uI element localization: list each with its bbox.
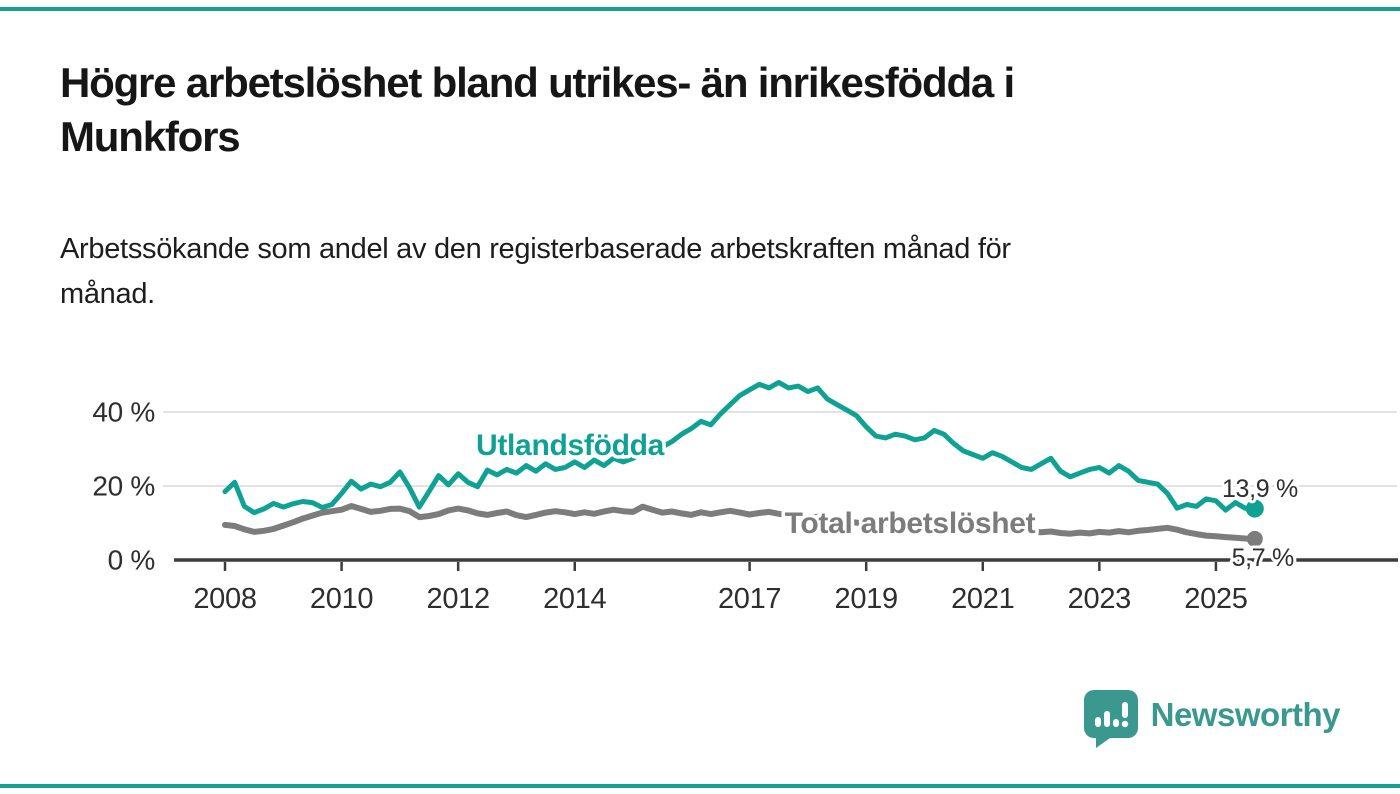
line-total-arbetsloshet: [222, 503, 1258, 542]
series-end-dots: [1245, 499, 1264, 547]
y-tick-label: 0 %: [108, 545, 155, 576]
end-value-label-utlandsfodda: 13,9 %: [1222, 475, 1298, 503]
line-utlandsfodda: [222, 379, 1258, 516]
x-tick-label: 2010: [310, 583, 373, 615]
bottom-accent-line: [0, 784, 1400, 788]
x-tick-label: 2017: [718, 583, 781, 615]
newsworthy-logo: Newsworthy: [1083, 690, 1341, 748]
y-tick-label: 40 %: [92, 397, 155, 428]
page-subtitle: Arbetssökande som andel av den registerb…: [60, 227, 1011, 317]
end-dot-utlandsfodda: [1245, 499, 1264, 518]
x-tick-label: 2008: [193, 583, 256, 615]
x-tick-label: 2025: [1184, 583, 1247, 615]
page-subtitle-line1: Arbetssökande som andel av den registerb…: [60, 233, 1011, 265]
x-tick-label: 2023: [1068, 583, 1131, 615]
brand-name: Newsworthy: [1150, 695, 1341, 733]
y-axis-tick-labels: 0 % 20 % 40 %: [92, 397, 155, 576]
x-tick-label: 2019: [835, 583, 898, 615]
series-lines: [222, 379, 1258, 542]
series-label-utlandsfodda: Utlandsfödda: [476, 429, 665, 462]
y-tick-label: 20 %: [92, 471, 155, 502]
end-value-label-total: 5,7 %: [1232, 544, 1294, 572]
x-tick-label: 2021: [951, 583, 1014, 615]
x-axis: [174, 558, 1398, 571]
page-title-line1: Högre arbetslöshet bland utrikes- än inr…: [60, 59, 1015, 106]
x-tick-label: 2012: [426, 583, 489, 615]
series-label-total-arbetsloshet: Total arbetslöshet: [785, 507, 1036, 540]
newsworthy-speech-bubble-bar-chart-icon: [1083, 690, 1138, 748]
page-subtitle-line2: månad.: [60, 278, 155, 310]
top-accent-line: [0, 7, 1400, 11]
page-title: Högre arbetslöshet bland utrikes- än inr…: [60, 56, 1015, 164]
gridlines: [163, 411, 1397, 487]
x-axis-tick-labels: 2008 2010 2012 2014 2017 2019 2021 2023 2025: [193, 583, 1248, 615]
end-dot-total-arbetsloshet: [1246, 530, 1263, 547]
x-tick-label: 2014: [543, 583, 606, 615]
page-title-line2: Munkfors: [60, 113, 241, 160]
